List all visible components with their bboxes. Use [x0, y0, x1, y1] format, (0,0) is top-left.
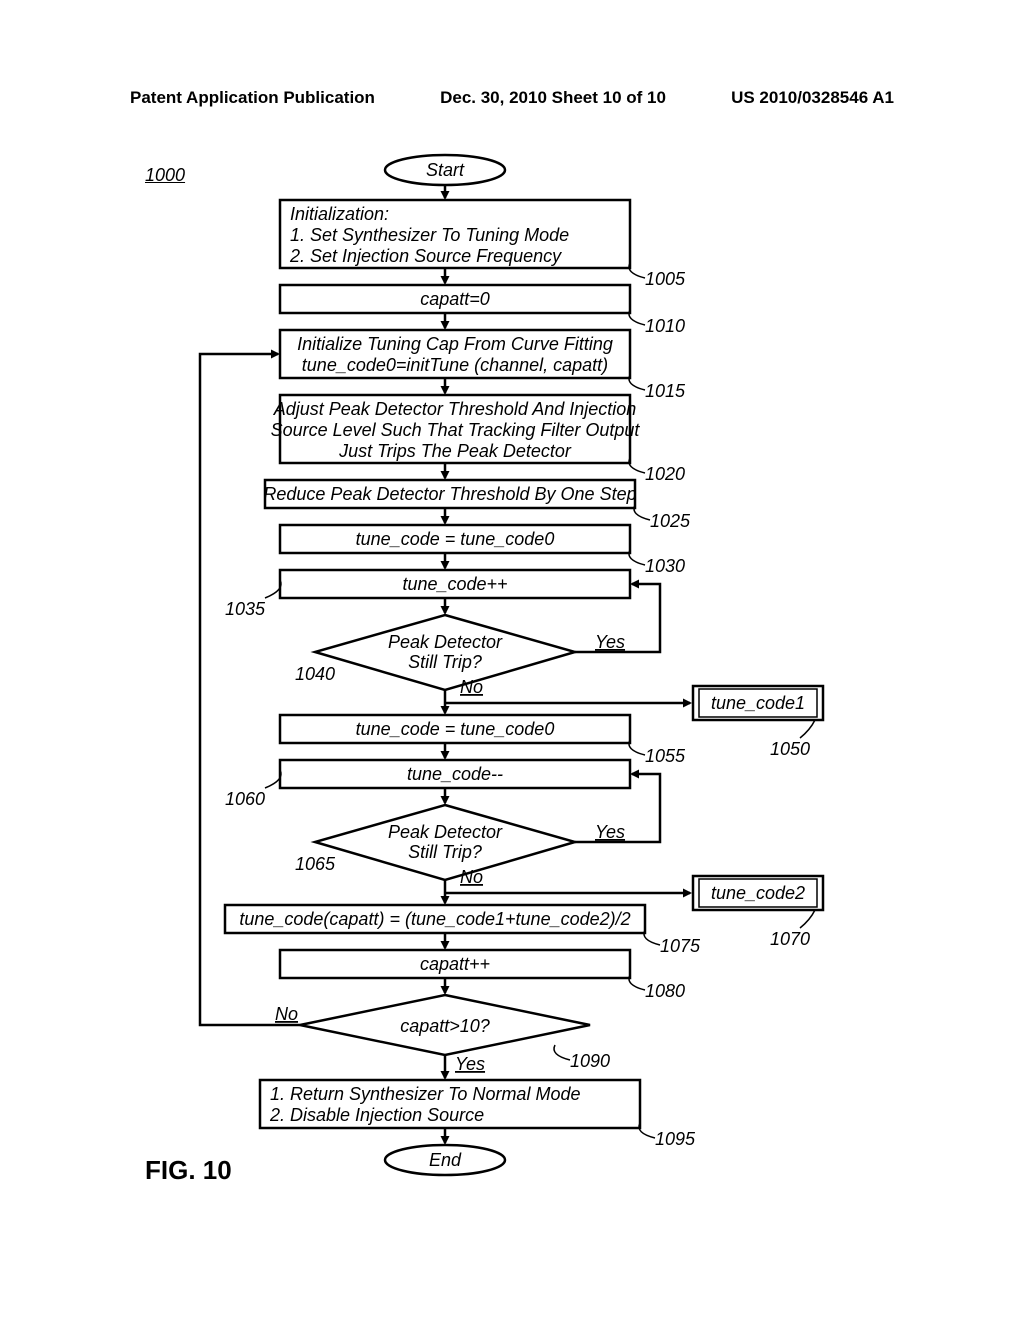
ref-1040: 1040	[295, 664, 335, 684]
node-1030: tune_code = tune_code0	[280, 525, 630, 553]
svg-text:tune_code = tune_code0: tune_code = tune_code0	[356, 529, 555, 549]
svg-text:tune_code--: tune_code--	[407, 764, 503, 784]
ref-1030: 1030	[645, 556, 685, 576]
ref-1095: 1095	[655, 1129, 696, 1149]
svg-text:Peak Detector: Peak Detector	[388, 822, 503, 842]
svg-text:End: End	[429, 1150, 462, 1170]
svg-text:tune_code++: tune_code++	[402, 574, 507, 594]
ref-1060: 1060	[225, 789, 265, 809]
ref-1050: 1050	[770, 739, 810, 759]
svg-text:tune_code1: tune_code1	[711, 693, 805, 713]
ref-1080: 1080	[645, 981, 685, 1001]
edge-1065-yes: Yes	[595, 822, 625, 842]
node-1080: capatt++	[280, 950, 630, 978]
svg-text:capatt>10?: capatt>10?	[400, 1016, 490, 1036]
node-1035: tune_code++	[280, 570, 630, 598]
svg-text:Initialization:: Initialization:	[290, 204, 389, 224]
node-1050: tune_code1	[693, 686, 823, 720]
edge-1090-no: No	[275, 1004, 298, 1024]
svg-text:Still Trip?: Still Trip?	[408, 842, 482, 862]
node-1025: Reduce Peak Detector Threshold By One St…	[263, 480, 636, 508]
svg-text:1. Return Synthesizer To Norm: 1. Return Synthesizer To Normal Mode	[270, 1084, 580, 1104]
flowchart-svg: Start Initialization: 1. Set Synthesizer…	[0, 0, 1024, 1320]
end-node: End	[385, 1145, 505, 1175]
ref-1010: 1010	[645, 316, 685, 336]
svg-text:tune_code0=initTune (channel,: tune_code0=initTune (channel, capatt)	[302, 355, 608, 375]
svg-text:tune_code2: tune_code2	[711, 883, 805, 903]
edge-1040-no: No	[460, 677, 483, 697]
node-1060: tune_code--	[280, 760, 630, 788]
ref-1065: 1065	[295, 854, 336, 874]
node-1065: Peak Detector Still Trip?	[315, 805, 575, 880]
node-1015: Initialize Tuning Cap From Curve Fitting…	[280, 330, 630, 378]
ref-1035: 1035	[225, 599, 266, 619]
page: Patent Application Publication Dec. 30, …	[0, 0, 1024, 1320]
node-1070: tune_code2	[693, 876, 823, 910]
ref-1090: 1090	[570, 1051, 610, 1071]
node-1075: tune_code(capatt) = (tune_code1+tune_cod…	[225, 905, 645, 933]
svg-text:tune_code = tune_code0: tune_code = tune_code0	[356, 719, 555, 739]
ref-1015: 1015	[645, 381, 686, 401]
svg-text:capatt=0: capatt=0	[420, 289, 490, 309]
node-1095: 1. Return Synthesizer To Normal Mode 2. …	[260, 1080, 640, 1128]
svg-text:Initialize Tuning Cap From Cur: Initialize Tuning Cap From Curve Fitting	[297, 334, 613, 354]
svg-text:2. Disable Injection Source: 2. Disable Injection Source	[269, 1105, 484, 1125]
svg-text:2. Set Injection Source Frequ: 2. Set Injection Source Frequency	[289, 246, 562, 266]
svg-text:Just Trips The Peak Detector: Just Trips The Peak Detector	[338, 441, 572, 461]
ref-1005: 1005	[645, 269, 686, 289]
node-1020: Adjust Peak Detector Threshold And Injec…	[271, 395, 641, 463]
svg-text:Peak Detector: Peak Detector	[388, 632, 503, 652]
ref-1020: 1020	[645, 464, 685, 484]
start-node: Start	[385, 155, 505, 185]
svg-text:tune_code(capatt) = (tune_code: tune_code(capatt) = (tune_code1+tune_cod…	[239, 909, 630, 929]
svg-text:Adjust Peak Detector Threshold: Adjust Peak Detector Threshold And Injec…	[273, 399, 637, 419]
node-1005: Initialization: 1. Set Synthesizer To Tu…	[280, 200, 630, 268]
edge-1090-yes: Yes	[455, 1054, 485, 1074]
ref-1075: 1075	[660, 936, 701, 956]
node-1090: capatt>10?	[300, 995, 590, 1055]
svg-text:Start: Start	[426, 160, 465, 180]
edge-1040-yes: Yes	[595, 632, 625, 652]
ref-1025: 1025	[650, 511, 691, 531]
node-1055: tune_code = tune_code0	[280, 715, 630, 743]
svg-text:Still Trip?: Still Trip?	[408, 652, 482, 672]
svg-text:Reduce Peak Detector Threshold: Reduce Peak Detector Threshold By One St…	[263, 484, 636, 504]
ref-1055: 1055	[645, 746, 686, 766]
node-1010: capatt=0	[280, 285, 630, 313]
svg-text:capatt++: capatt++	[420, 954, 490, 974]
edge-1065-no: No	[460, 867, 483, 887]
svg-text:Source Level Such That Trackin: Source Level Such That Tracking Filter O…	[271, 420, 641, 440]
ref-1070: 1070	[770, 929, 810, 949]
svg-text:1. Set Synthesizer To Tuning: 1. Set Synthesizer To Tuning Mode	[290, 225, 569, 245]
node-1040: Peak Detector Still Trip?	[315, 615, 575, 690]
